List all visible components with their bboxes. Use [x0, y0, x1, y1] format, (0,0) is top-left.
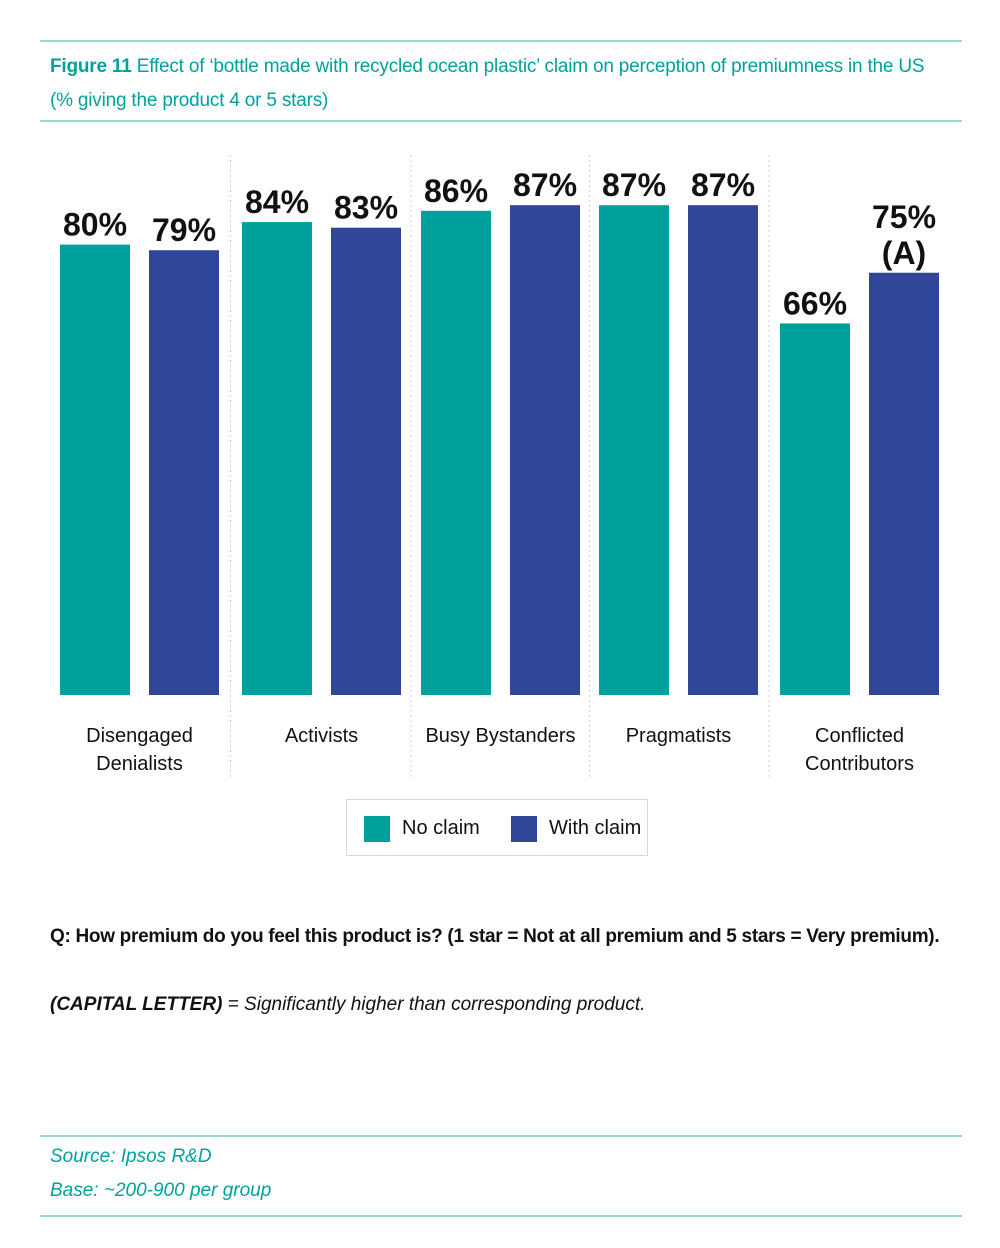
top-rule — [40, 40, 962, 42]
legend-label-no-claim: No claim — [402, 817, 480, 839]
legend-item-with-claim: With claim — [511, 800, 641, 857]
category-label-disengaged-denialists: Disengaged — [86, 725, 193, 747]
data-label-disengaged-denialists-with-claim: 79% — [152, 212, 216, 248]
data-label-conflicted-contributors-with-claim: (A) — [882, 235, 926, 271]
data-label-activists-no-claim: 84% — [245, 184, 309, 220]
data-label-pragmatists-no-claim: 87% — [602, 167, 666, 203]
legend-swatch-no-claim — [364, 815, 390, 842]
figure-title: Figure 11 Effect of ‘bottle made with re… — [50, 50, 960, 118]
bar-disengaged-denialists-with-claim — [149, 250, 219, 695]
category-label-conflicted-contributors: Conflicted — [815, 725, 904, 747]
bar-activists-no-claim — [242, 222, 312, 695]
category-label-disengaged-denialists: Denialists — [96, 753, 183, 775]
bar-conflicted-contributors-with-claim — [869, 272, 939, 695]
bar-pragmatists-with-claim — [688, 205, 758, 695]
category-label-pragmatists: Pragmatists — [626, 725, 732, 747]
bar-busy-bystanders-with-claim — [510, 205, 580, 695]
legend-swatch-with-claim — [511, 815, 537, 842]
figure-title-text: Effect of ‘bottle made with recycled oce… — [136, 56, 925, 77]
significance-note-text: = Significantly higher than correspondin… — [222, 994, 646, 1015]
legend: No claim With claim — [346, 799, 648, 856]
figure-label: Figure 11 — [50, 56, 132, 77]
bar-chart: 80% 79% Disengaged Denialists 84% 83% Activist… — [60, 155, 939, 780]
data-label-conflicted-contributors-no-claim: 66% — [783, 285, 847, 321]
data-label-activists-with-claim: 83% — [334, 190, 398, 226]
base-line: Base: ~200-900 per group — [50, 1180, 272, 1201]
significance-note: (CAPITAL LETTER) = Significantly higher … — [50, 994, 970, 1016]
bar-pragmatists-no-claim — [599, 205, 669, 695]
category-label-activists: Activists — [285, 725, 358, 747]
data-label-disengaged-denialists-no-claim: 80% — [63, 207, 127, 243]
title-bottom-rule — [40, 120, 962, 122]
bar-conflicted-contributors-no-claim — [780, 323, 850, 695]
bar-busy-bystanders-no-claim — [421, 210, 491, 695]
category-label-busy-bystanders: Busy Bystanders — [425, 725, 575, 747]
significance-note-capital: (CAPITAL LETTER) — [50, 994, 223, 1015]
data-label-pragmatists-with-claim: 87% — [691, 167, 755, 203]
data-label-busy-bystanders-no-claim: 86% — [424, 173, 488, 209]
data-label-conflicted-contributors-with-claim: 75% — [872, 199, 936, 235]
legend-item-no-claim: No claim — [364, 800, 480, 857]
source-top-rule — [40, 1135, 962, 1137]
figure-subtitle: (% giving the product 4 or 5 stars) — [50, 90, 329, 111]
source-line: Source: Ipsos R&D — [50, 1146, 212, 1167]
survey-question: Q: How premium do you feel this product … — [50, 926, 940, 947]
bottom-rule — [40, 1215, 962, 1217]
category-label-conflicted-contributors: Contributors — [805, 753, 914, 775]
data-label-busy-bystanders-with-claim: 87% — [513, 167, 577, 203]
legend-label-with-claim: With claim — [549, 817, 642, 839]
bar-activists-with-claim — [331, 227, 401, 695]
bar-disengaged-denialists-no-claim — [60, 244, 130, 695]
